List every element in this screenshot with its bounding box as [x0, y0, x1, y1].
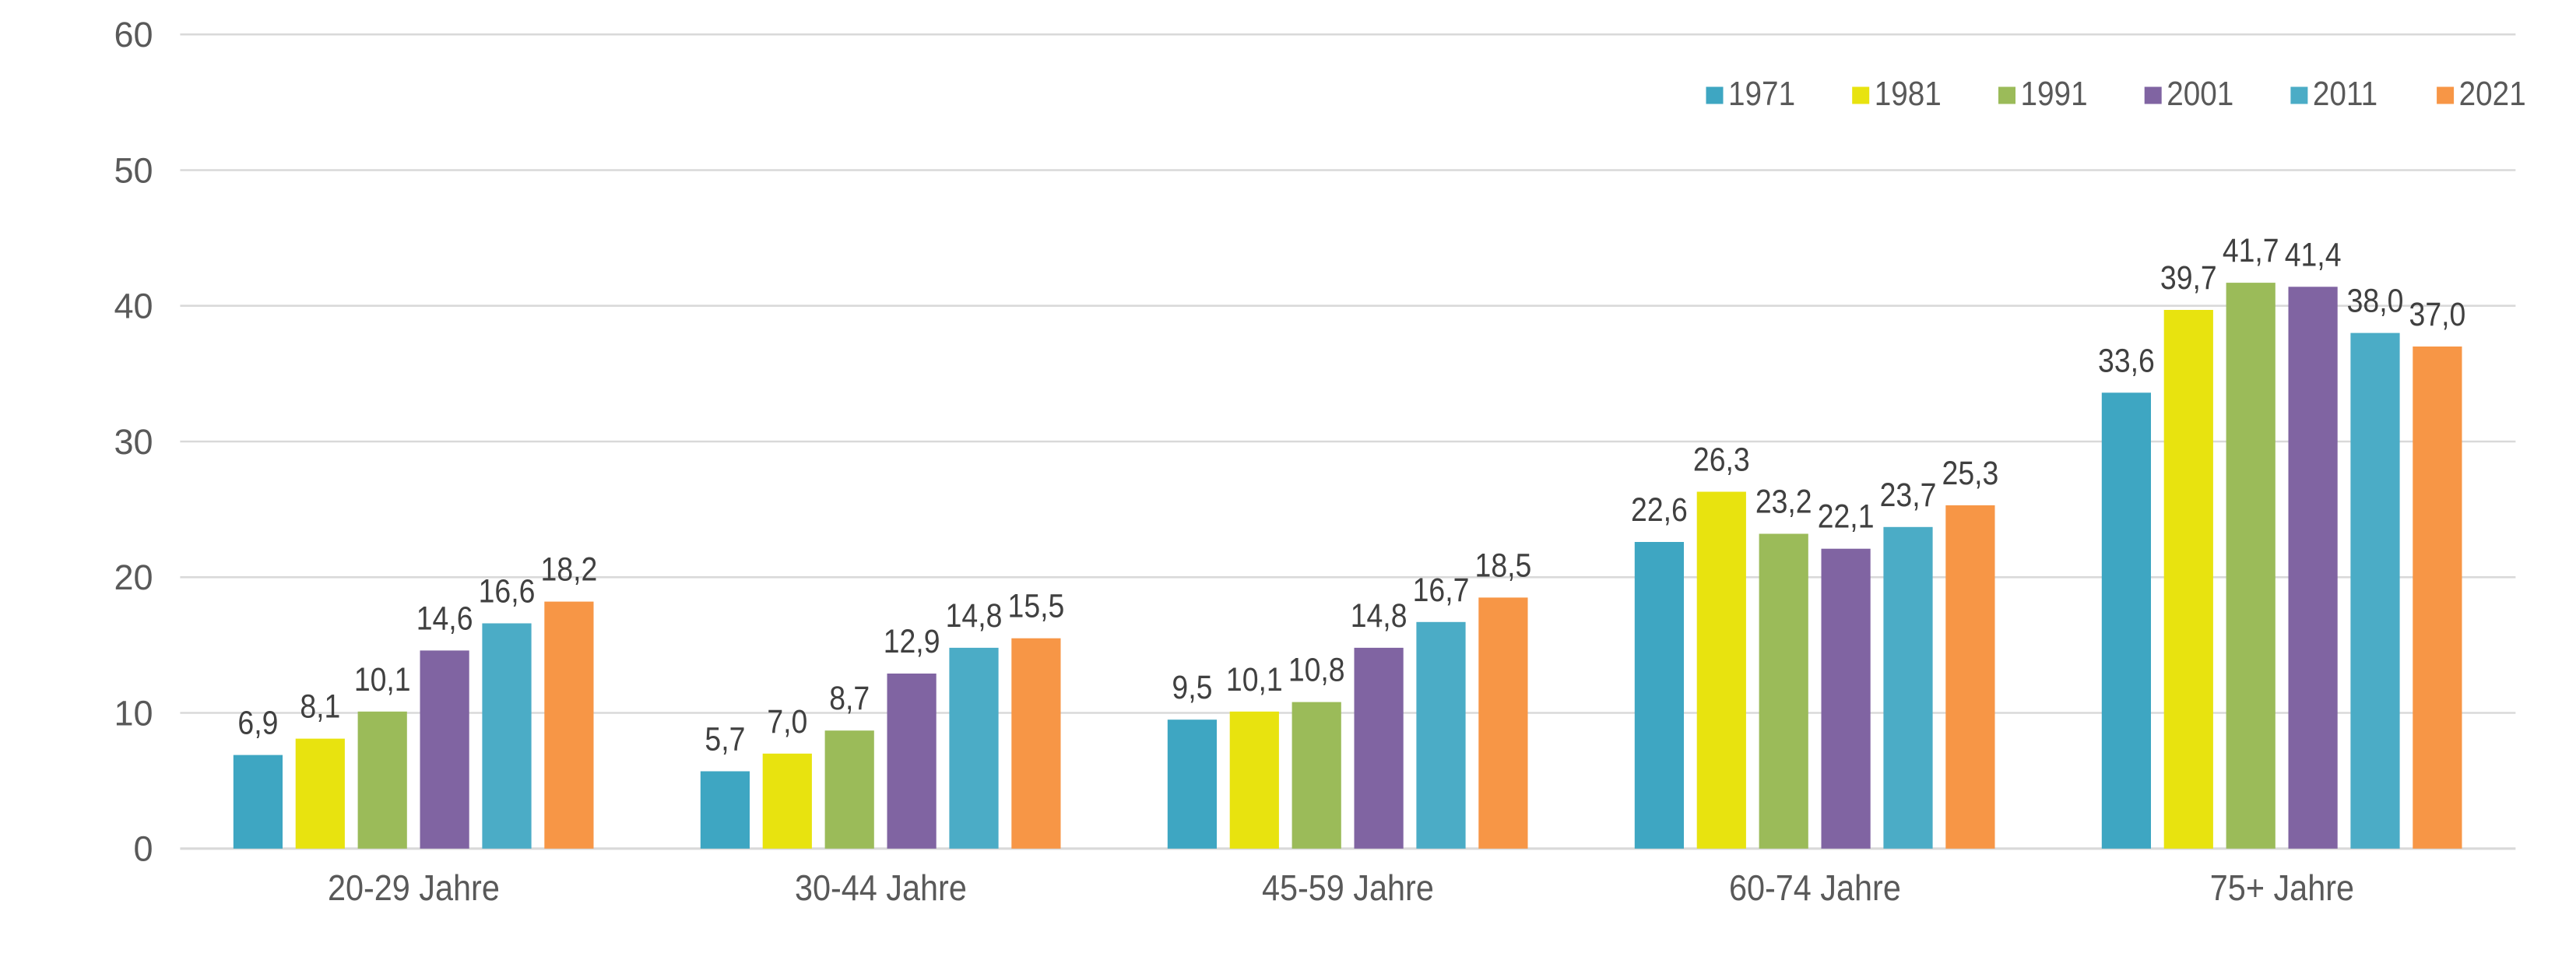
- svg-text:2001: 2001: [2167, 74, 2233, 113]
- svg-text:50: 50: [114, 150, 153, 190]
- svg-text:1991: 1991: [2021, 74, 2088, 113]
- svg-text:39,7: 39,7: [2160, 260, 2217, 297]
- svg-text:45-59 Jahre: 45-59 Jahre: [1262, 868, 1434, 909]
- svg-text:41,4: 41,4: [2285, 237, 2342, 273]
- svg-text:33,6: 33,6: [2098, 343, 2155, 379]
- svg-text:1971: 1971: [1728, 74, 1795, 113]
- svg-text:40: 40: [114, 287, 153, 326]
- svg-text:30-44 Jahre: 30-44 Jahre: [795, 868, 967, 909]
- svg-text:20-29 Jahre: 20-29 Jahre: [328, 868, 500, 909]
- svg-text:30: 30: [114, 422, 153, 462]
- svg-text:8,7: 8,7: [829, 681, 870, 717]
- svg-text:75+ Jahre: 75+ Jahre: [2210, 868, 2354, 909]
- svg-text:7,0: 7,0: [767, 704, 807, 741]
- svg-text:23,2: 23,2: [1755, 484, 1812, 520]
- svg-text:0: 0: [133, 829, 153, 869]
- svg-text:10,1: 10,1: [1226, 662, 1283, 698]
- svg-text:37,0: 37,0: [2409, 297, 2466, 333]
- svg-text:38,0: 38,0: [2347, 283, 2404, 319]
- svg-text:18,2: 18,2: [541, 551, 598, 588]
- svg-text:10,8: 10,8: [1288, 652, 1345, 688]
- svg-text:14,8: 14,8: [946, 598, 1003, 635]
- svg-text:15,5: 15,5: [1008, 589, 1065, 625]
- svg-text:23,7: 23,7: [1880, 477, 1937, 514]
- svg-text:9,5: 9,5: [1172, 670, 1212, 706]
- svg-text:22,6: 22,6: [1631, 492, 1688, 529]
- svg-text:16,7: 16,7: [1413, 572, 1470, 609]
- svg-text:6,9: 6,9: [237, 705, 278, 741]
- svg-text:10,1: 10,1: [354, 662, 411, 698]
- svg-text:26,3: 26,3: [1693, 442, 1750, 478]
- svg-text:41,7: 41,7: [2223, 233, 2279, 269]
- svg-text:12,9: 12,9: [884, 624, 940, 660]
- svg-text:25,3: 25,3: [1942, 456, 1999, 492]
- svg-text:14,6: 14,6: [416, 600, 473, 637]
- svg-text:2021: 2021: [2459, 74, 2526, 113]
- svg-text:1981: 1981: [1875, 74, 1942, 113]
- svg-text:5,7: 5,7: [705, 721, 745, 758]
- svg-text:8,1: 8,1: [300, 688, 340, 725]
- svg-text:16,6: 16,6: [479, 573, 536, 610]
- svg-text:2011: 2011: [2313, 74, 2377, 113]
- svg-text:60-74 Jahre: 60-74 Jahre: [1729, 868, 1901, 909]
- svg-text:10: 10: [114, 693, 153, 733]
- svg-text:14,8: 14,8: [1351, 598, 1407, 635]
- svg-text:18,5: 18,5: [1475, 547, 1532, 584]
- svg-text:60: 60: [114, 15, 153, 55]
- svg-text:20: 20: [114, 558, 153, 597]
- svg-text:22,1: 22,1: [1818, 499, 1875, 536]
